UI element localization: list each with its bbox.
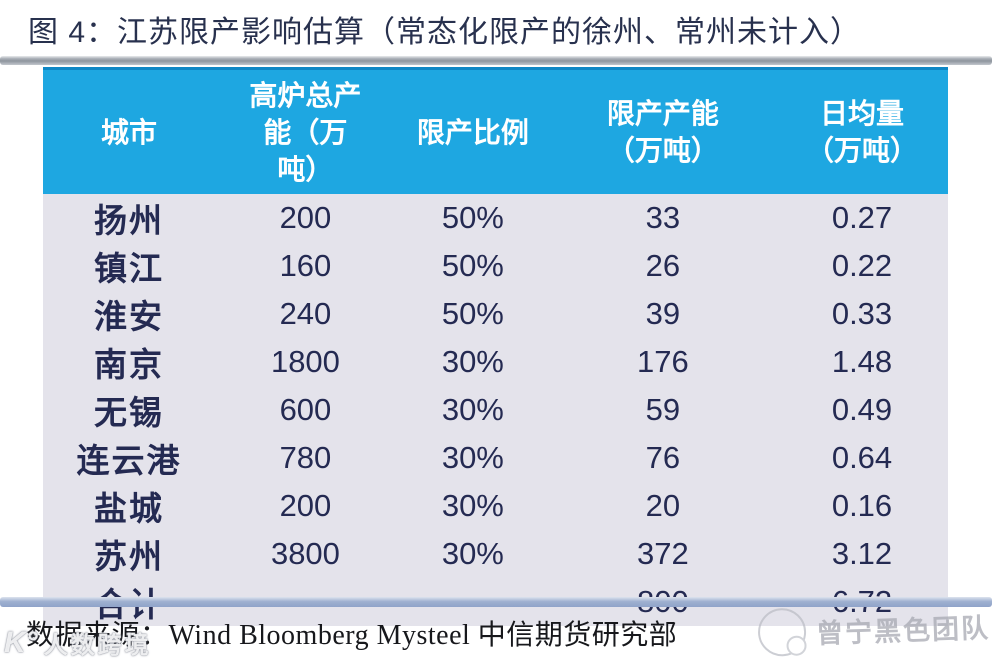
table-cell: 600	[279, 392, 332, 427]
table-cell: 50%	[441, 248, 504, 283]
table-row: 南京 1800 30% 176 1.48	[43, 338, 948, 386]
table-cell: 无锡	[93, 394, 164, 431]
table-cell: 30%	[441, 536, 504, 571]
table-cell: 扬州	[93, 202, 164, 239]
top-divider	[0, 56, 992, 65]
team-logo-icon	[757, 607, 807, 658]
column-header: 高炉总产 能（万 吨）	[249, 79, 362, 185]
data-source-note: 数据来源：Wind Bloomberg Mysteel 中信期货研究部	[26, 620, 678, 651]
table-body: 扬州 200 50% 33 0.27 镇江 160 50% 26 0.22 淮安 240 50% 39 0.…	[43, 194, 948, 626]
table-cell: 0.64	[831, 440, 893, 475]
table-cell: 780	[279, 440, 332, 475]
table-cell: 3800	[270, 536, 340, 571]
table-row: 盐城 200 30% 20 0.16	[43, 482, 948, 530]
table-cell: 50%	[441, 296, 504, 331]
column-header: 限产产能 （万吨）	[606, 98, 719, 166]
table-cell: 76	[645, 440, 681, 475]
table-cell: 372	[637, 536, 689, 571]
table-cell: 50%	[441, 200, 504, 235]
table-cell: 连云港	[76, 442, 182, 479]
table-cell: 30%	[441, 488, 504, 523]
table-cell: 南京	[93, 346, 164, 383]
table-cell: 20	[645, 488, 681, 523]
table-cell: 200	[279, 200, 332, 235]
column-header: 限产比例	[416, 116, 529, 148]
table-row: 无锡 600 30% 59 0.49	[43, 386, 948, 434]
capacity-restriction-table: 城市 高炉总产 能（万 吨） 限产比例 限产产能 （万吨） 日均量 （万吨） 扬州 200…	[43, 67, 948, 626]
table-cell: 200	[279, 488, 332, 523]
table-cell: 3.12	[831, 536, 893, 571]
team-watermark-label: 曾宁黑色团队	[815, 612, 991, 649]
table-cell: 30%	[441, 392, 504, 427]
table-cell: 镇江	[93, 250, 164, 287]
table-cell: 1.48	[831, 344, 893, 379]
column-header: 日均量 （万吨）	[805, 98, 918, 166]
table-cell: 176	[637, 344, 689, 379]
team-watermark: 曾宁黑色团队	[757, 596, 991, 662]
table-cell: 30%	[441, 344, 504, 379]
table-cell: 59	[645, 392, 681, 427]
table-cell: 0.22	[831, 248, 893, 283]
table-cell: 1800	[270, 344, 340, 379]
table-row: 淮安 240 50% 39 0.33	[43, 290, 948, 338]
table-cell: 240	[279, 296, 332, 331]
column-header: 城市	[100, 116, 157, 148]
table-cell: 盐城	[93, 490, 164, 527]
table-row: 苏州 3800 30% 372 3.12	[43, 530, 948, 578]
table-cell: 30%	[441, 440, 504, 475]
figure-title: 图 4：江苏限产影响估算（常态化限产的徐州、常州未计入）	[28, 16, 862, 49]
table-cell: 苏州	[93, 538, 164, 575]
table-cell: 33	[645, 200, 681, 235]
table-cell: 0.49	[831, 392, 893, 427]
bottom-divider	[0, 597, 992, 607]
table-cell: 0.33	[831, 296, 893, 331]
table-cell: 39	[645, 296, 681, 331]
table-cell: 160	[279, 248, 332, 283]
table-cell: 26	[645, 248, 681, 283]
table-row: 镇江 160 50% 26 0.22	[43, 242, 948, 290]
table-cell: 0.27	[831, 200, 893, 235]
table-header-row: 城市 高炉总产 能（万 吨） 限产比例 限产产能 （万吨） 日均量 （万吨）	[43, 67, 948, 194]
table-cell: 淮安	[93, 298, 164, 335]
table-row: 扬州 200 50% 33 0.27	[43, 194, 948, 242]
table-cell: 0.16	[831, 488, 893, 523]
table-row: 连云港 780 30% 76 0.64	[43, 434, 948, 482]
